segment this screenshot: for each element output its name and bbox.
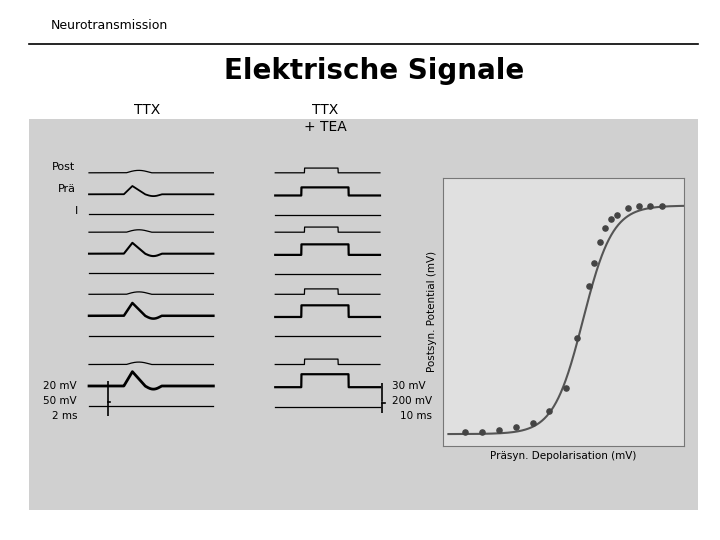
Point [634, 201, 645, 210]
Text: 20 mV: 20 mV [43, 381, 77, 391]
Text: 30 mV: 30 mV [392, 381, 426, 391]
Point [644, 201, 656, 210]
Y-axis label: Postsyn. Potential (mV): Postsyn. Potential (mV) [427, 251, 437, 373]
Point [477, 428, 488, 436]
Text: TTX
+ TEA: TTX + TEA [304, 103, 347, 134]
Text: Prä: Prä [58, 184, 76, 194]
Point [606, 215, 617, 224]
Point [544, 407, 555, 416]
Text: I: I [74, 206, 78, 215]
Point [560, 384, 572, 393]
Text: Post: Post [53, 163, 76, 172]
Point [611, 211, 623, 219]
X-axis label: Präsyn. Depolarisation (mV): Präsyn. Depolarisation (mV) [490, 451, 636, 461]
Text: TTX: TTX [135, 103, 161, 117]
Point [510, 423, 521, 431]
Text: Neurotransmission: Neurotransmission [50, 19, 168, 32]
Point [583, 281, 595, 290]
Point [622, 204, 634, 212]
Point [600, 224, 611, 233]
Text: 50 mV: 50 mV [43, 396, 77, 406]
Point [527, 418, 539, 427]
Text: 10 ms: 10 ms [400, 411, 431, 421]
Point [588, 259, 600, 267]
Text: 2 ms: 2 ms [52, 411, 77, 421]
Text: Elektrische Signale: Elektrische Signale [224, 57, 525, 85]
Point [594, 238, 606, 246]
Point [493, 425, 505, 434]
Point [656, 201, 667, 210]
Text: 200 mV: 200 mV [392, 396, 433, 406]
Point [459, 428, 471, 436]
Point [572, 334, 583, 342]
